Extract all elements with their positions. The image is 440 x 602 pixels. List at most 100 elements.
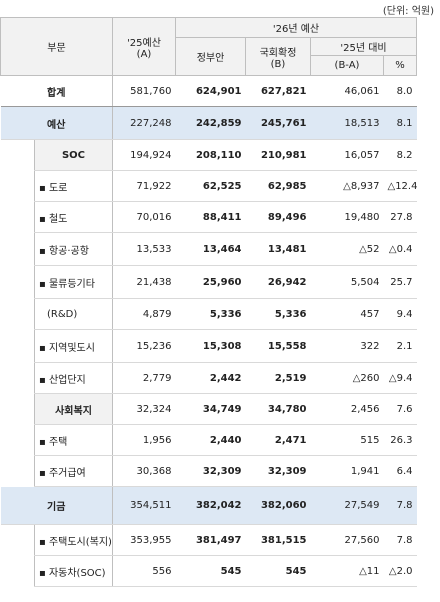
indent-cell: [1, 556, 35, 587]
row-label: (R&D): [34, 298, 113, 330]
value-cell: 26.3: [383, 424, 417, 456]
value-cell: 19,480: [310, 201, 384, 233]
value-cell: 457: [310, 298, 384, 330]
value-cell: 7.6: [383, 393, 417, 425]
table-row: 기금 354,511 382,042 382,060 27,549 7.8: [0, 486, 417, 525]
value-cell: 62,985: [245, 170, 311, 202]
value-cell: 322: [310, 329, 384, 363]
indent-cell: [1, 202, 35, 233]
value-cell: 245,761: [245, 106, 311, 140]
value-cell: 354,511: [112, 486, 176, 525]
value-cell: 34,749: [175, 393, 246, 425]
value-cell: △0.4: [383, 232, 417, 266]
header-cell: (B-A): [310, 55, 384, 76]
row-label: ▪ 산업단지: [34, 362, 113, 394]
value-cell: 15,236: [112, 329, 176, 363]
row-label: ▪ 자동차(SOC): [34, 555, 113, 587]
table-row: ▪ 주택도시(복지) 353,955 381,497 381,515 27,560 7.8: [1, 524, 417, 556]
table-row: (R&D) 4,879 5,336 5,336 457 9.4: [1, 298, 417, 330]
value-cell: 70,016: [112, 201, 176, 233]
value-cell: 581,760: [112, 75, 176, 107]
value-cell: 13,481: [245, 232, 311, 266]
value-cell: 1,956: [112, 424, 176, 456]
value-cell: 8.1: [383, 106, 417, 140]
value-cell: 382,060: [245, 486, 311, 525]
header-cell: '25년 대비: [309, 37, 418, 56]
indent-cell: [1, 299, 35, 330]
value-cell: 25,960: [175, 265, 246, 299]
value-cell: 382,042: [175, 486, 246, 525]
value-cell: 89,496: [245, 201, 311, 233]
header-cell: 국회확정 (B): [245, 37, 311, 76]
table-row: ▪ 물류등기타 21,438 25,960 26,942 5,504 25.7: [1, 265, 417, 299]
value-cell: 545: [245, 555, 311, 587]
value-cell: 62,525: [175, 170, 246, 202]
table-row: ▪ 주택 1,956 2,440 2,471 515 26.3: [1, 424, 417, 456]
value-cell: △8,937: [310, 170, 384, 202]
unit-note: (단위: 억원): [382, 6, 434, 17]
value-cell: 5,336: [245, 298, 311, 330]
value-cell: 32,324: [112, 393, 176, 425]
value-cell: 381,515: [245, 524, 311, 556]
table-row: ▪ 산업단지 2,779 2,442 2,519 △260 △9.4: [1, 362, 417, 394]
header-cell: 정부안: [175, 37, 246, 76]
value-cell: 16,057: [310, 139, 384, 171]
value-cell: △260: [310, 362, 384, 394]
value-cell: 2,440: [175, 424, 246, 456]
table-row: ▪ 지역및도시 15,236 15,308 15,558 322 2.1: [1, 329, 417, 363]
value-cell: 545: [175, 555, 246, 587]
header-cell: %: [382, 55, 418, 76]
indent-cell: [1, 171, 35, 202]
row-label: 기금: [0, 486, 113, 525]
value-cell: △2.0: [383, 555, 417, 587]
row-label: ▪ 도로: [34, 170, 113, 202]
row-label: ▪ 주택도시(복지): [34, 524, 113, 556]
value-cell: 27,549: [310, 486, 384, 525]
value-cell: 210,981: [245, 139, 311, 171]
value-cell: △9.4: [383, 362, 417, 394]
value-cell: 34,780: [245, 393, 311, 425]
row-label: ▪ 주거급여: [34, 455, 113, 487]
row-label: ▪ 철도: [34, 201, 113, 233]
value-cell: 2,471: [245, 424, 311, 456]
table-row: ▪ 주거급여 30,368 32,309 32,309 1,941 6.4: [1, 455, 417, 487]
value-cell: 194,924: [112, 139, 176, 171]
indent-cell: [1, 394, 35, 425]
value-cell: 71,922: [112, 170, 176, 202]
table-row: 합계 581,760 624,901 627,821 46,061 8.0: [0, 75, 417, 107]
value-cell: 2.1: [383, 329, 417, 363]
row-label: ▪ 물류등기타: [34, 265, 113, 299]
value-cell: 30,368: [112, 455, 176, 487]
budget-table: 부문 '25예산 (A) '26년 예산 정부안 국회확정 (B) '25년 대비 …: [0, 17, 417, 587]
value-cell: 21,438: [112, 265, 176, 299]
value-cell: 15,558: [245, 329, 311, 363]
value-cell: 15,308: [175, 329, 246, 363]
value-cell: 46,061: [310, 75, 384, 107]
value-cell: 7.8: [383, 486, 417, 525]
value-cell: 13,464: [175, 232, 246, 266]
value-cell: 208,110: [175, 139, 246, 171]
value-cell: 515: [310, 424, 384, 456]
value-cell: 227,248: [112, 106, 176, 140]
table-row: ▪ 도로 71,922 62,525 62,985 △8,937 △12.4: [1, 170, 417, 202]
value-cell: 25.7: [383, 265, 417, 299]
value-cell: 2,519: [245, 362, 311, 394]
value-cell: 627,821: [245, 75, 311, 107]
table-row: ▪ 철도 70,016 88,411 89,496 19,480 27.8: [1, 201, 417, 233]
table-row: ▪ 자동차(SOC) 556 545 545 △11 △2.0: [1, 555, 417, 587]
value-cell: 381,497: [175, 524, 246, 556]
table-row: 예산 227,248 242,859 245,761 18,513 8.1: [0, 106, 417, 140]
table-row: SOC 194,924 208,110 210,981 16,057 8.2: [1, 139, 417, 171]
value-cell: 18,513: [310, 106, 384, 140]
value-cell: 7.8: [383, 524, 417, 556]
row-label: ▪ 주택: [34, 424, 113, 456]
indent-cell: [1, 425, 35, 456]
value-cell: 9.4: [383, 298, 417, 330]
table-row: 사회복지 32,324 34,749 34,780 2,456 7.6: [1, 393, 417, 425]
row-label: 합계: [0, 75, 113, 107]
value-cell: △11: [310, 555, 384, 587]
table-row: ▪ 항공·공항 13,533 13,464 13,481 △52 △0.4: [1, 232, 417, 266]
indent-cell: [1, 525, 35, 556]
row-label: 예산: [0, 106, 113, 140]
